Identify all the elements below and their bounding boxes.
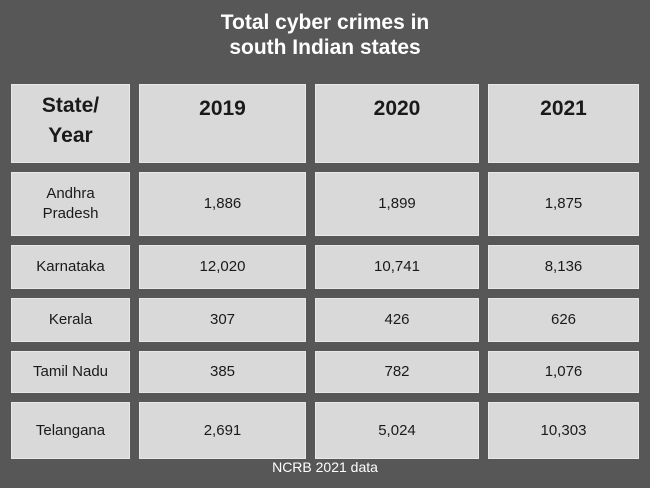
value-cell-2021: 626	[488, 298, 639, 342]
state-name-line: Kerala	[48, 311, 93, 328]
value-cell-2019: 12,020	[139, 245, 306, 289]
header-year-label: Year	[48, 124, 93, 147]
chart-title-line-1: Total cyber crimes in	[220, 11, 430, 34]
source-note: NCRB 2021 data	[272, 459, 378, 475]
state-name-line: Andhra	[46, 185, 95, 202]
value-cell-2020: 782	[315, 351, 479, 393]
value-cell-2021: 8,136	[488, 245, 639, 289]
value-cell-2020: 5,024	[315, 402, 479, 459]
chart-title: Total cyber crimes in south Indian state…	[0, 10, 650, 60]
state-name-line: Karnataka	[36, 258, 105, 275]
state-cell: Tamil Nadu	[11, 351, 130, 393]
value-cell-2019: 307	[139, 298, 306, 342]
state-name-line: Telangana	[35, 421, 106, 439]
state-cell: Andhra Pradesh	[11, 172, 130, 236]
header-year-2019: 2019	[139, 84, 306, 163]
value-cell-2019: 385	[139, 351, 306, 393]
state-cell: Kerala	[11, 298, 130, 342]
value-cell-2019: 2,691	[139, 402, 306, 459]
header-state-year: State/ Year	[11, 84, 130, 163]
value-cell-2020: 426	[315, 298, 479, 342]
value-cell-2021: 10,303	[488, 402, 639, 459]
value-cell-2021: 1,875	[488, 172, 639, 236]
state-cell: Telangana	[11, 402, 130, 459]
value-cell-2020: 1,899	[315, 172, 479, 236]
header-year-2020: 2020	[315, 84, 479, 163]
header-state-label: State/	[41, 94, 100, 117]
chart-title-line-2: south Indian states	[229, 36, 421, 59]
state-name-line: Pradesh	[42, 205, 99, 222]
state-cell: Karnataka	[11, 245, 130, 289]
value-cell-2019: 1,886	[139, 172, 306, 236]
value-cell-2020: 10,741	[315, 245, 479, 289]
state-name-line: Tamil Nadu	[32, 363, 109, 380]
header-year-2021: 2021	[488, 84, 639, 163]
value-cell-2021: 1,076	[488, 351, 639, 393]
